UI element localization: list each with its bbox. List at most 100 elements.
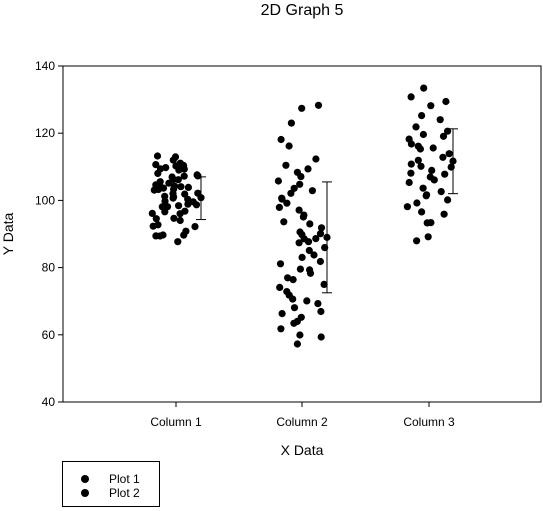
scatter-point — [444, 127, 452, 135]
scatter-point — [170, 193, 178, 201]
scatter-point — [308, 187, 316, 195]
scatter-point — [413, 199, 421, 207]
scatter-point — [439, 132, 448, 140]
scatter-point — [424, 233, 432, 241]
scatter-point — [176, 216, 184, 225]
chart-title: 2D Graph 5 — [261, 2, 344, 19]
scatter-point — [407, 169, 415, 177]
scatter-point — [295, 239, 303, 247]
scatter-point — [289, 295, 297, 303]
scatter-point — [304, 238, 313, 246]
scatter-point — [303, 297, 311, 305]
y-tick-label: 140 — [35, 59, 55, 73]
scatter-point — [437, 188, 445, 196]
scatter-point — [293, 340, 301, 348]
scatter-point — [440, 210, 448, 218]
scatter-point — [276, 283, 284, 291]
scatter-point — [284, 274, 292, 282]
scatter-point — [152, 232, 160, 240]
scatter-point — [148, 209, 156, 217]
scatter-point — [161, 208, 169, 216]
scatter-point — [274, 177, 282, 185]
legend-label-plot-1: Plot 1 — [109, 472, 140, 486]
scatter-point — [184, 200, 192, 208]
y-axis: 40 60 80 100 120 140 — [35, 59, 63, 409]
scatter-point — [312, 235, 320, 243]
scatter-point — [412, 123, 420, 131]
scatter-point — [407, 93, 415, 101]
scatter-point — [277, 135, 285, 144]
scatter-point — [287, 119, 295, 127]
scatter-point — [285, 142, 293, 150]
scatter-point — [152, 215, 160, 223]
scatter-point — [317, 224, 326, 232]
scatter-point — [278, 310, 286, 318]
scatter-point — [297, 173, 305, 181]
scatter-point — [161, 197, 169, 205]
scatter-point — [320, 280, 328, 288]
scatter-point — [180, 231, 188, 239]
scatter-point — [314, 101, 323, 109]
scatter-point — [407, 160, 415, 168]
scatter-point — [180, 165, 188, 173]
scatter-point — [278, 195, 286, 203]
legend-marker-plot-2 — [81, 489, 89, 497]
scatter-point — [174, 238, 182, 246]
scatter-point — [317, 333, 325, 341]
scatter-point — [283, 199, 291, 207]
scatter-point — [290, 304, 299, 312]
scatter-point — [407, 140, 415, 148]
scatter-point — [181, 190, 189, 198]
scatter-point — [427, 102, 435, 110]
scatter-point — [296, 265, 304, 273]
y-tick-label: 40 — [42, 395, 56, 409]
scatter-point — [430, 176, 438, 184]
scatter-point — [306, 269, 315, 277]
scatter-point — [428, 166, 436, 174]
scatter-point — [445, 150, 453, 158]
scatter-point — [310, 251, 318, 259]
x-tick-label: Column 1 — [150, 415, 202, 429]
scatter-point — [289, 276, 297, 284]
scatter-point — [169, 156, 177, 164]
scatter-point — [174, 176, 182, 184]
mean-point — [449, 157, 457, 165]
scatter-point — [153, 152, 162, 160]
scatter-point — [418, 208, 426, 216]
scatter-point — [444, 196, 452, 204]
scatter-point — [298, 104, 306, 112]
scatter-point — [275, 203, 283, 211]
y-tick-label: 60 — [42, 328, 56, 342]
scatter-point — [152, 161, 160, 169]
scatter-point — [439, 153, 447, 161]
scatter-point — [420, 84, 428, 92]
scatter-point — [295, 206, 303, 214]
scatter-point — [314, 300, 322, 308]
scatter-point — [418, 112, 426, 120]
x-tick-label: Column 2 — [276, 415, 328, 429]
scatter-point — [165, 179, 173, 187]
scatter-point — [194, 172, 202, 180]
y-tick-label: 120 — [35, 126, 55, 140]
series-plot-1 — [148, 84, 455, 348]
scatter-point — [317, 307, 325, 316]
scatter-point — [419, 130, 427, 139]
scatter-point — [177, 183, 185, 191]
y-axis-label: Y Data — [0, 213, 16, 256]
x-tick-label: Column 3 — [403, 415, 455, 429]
x-axis: Column 1 Column 2 Column 3 — [150, 402, 455, 429]
scatter-point — [417, 162, 425, 170]
scatter-point — [305, 246, 313, 255]
legend-marker-plot-1 — [81, 475, 89, 483]
scatter-point — [436, 116, 444, 124]
scatter-point — [413, 237, 421, 245]
scatter-point — [175, 166, 183, 174]
series-plot-2 — [196, 128, 458, 294]
y-tick-label: 80 — [42, 261, 56, 275]
scatter-point — [312, 155, 320, 163]
scatter-point — [414, 156, 422, 164]
x-axis-label: X Data — [281, 442, 324, 458]
scatter-point — [422, 192, 430, 200]
mean-point — [323, 233, 331, 241]
